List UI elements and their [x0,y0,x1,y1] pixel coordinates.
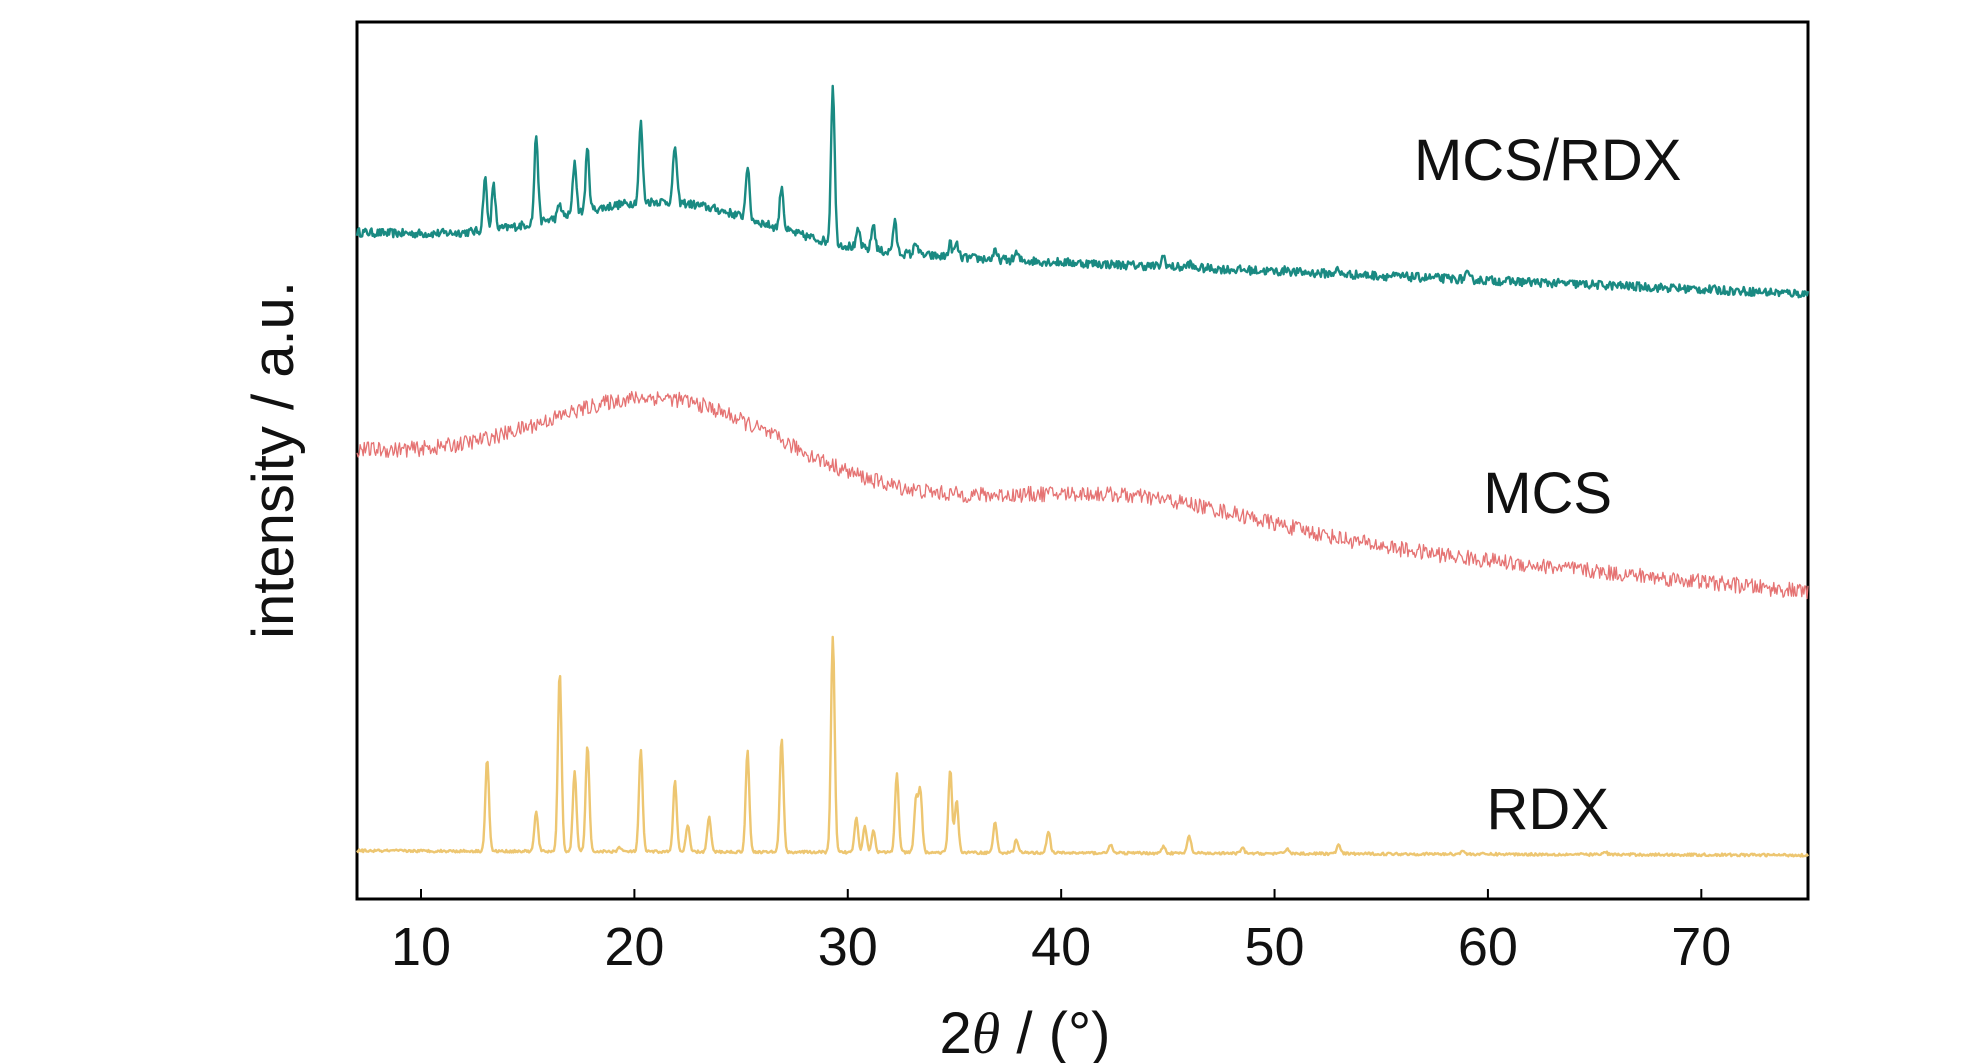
x-axis-title: 2θ / (°) [940,1001,1111,1063]
x-tick-label: 70 [1671,917,1731,977]
plot-frame [355,20,1810,901]
series-label-background [1478,458,1618,534]
series-layer [355,84,1810,858]
x-axis-title-prefix: 2 [940,1001,972,1063]
x-axis-ticks: 10 20 30 40 50 60 70 [391,889,1731,977]
series-label-background [1478,773,1618,849]
x-tick-label: 10 [391,917,451,977]
x-tick-label: 40 [1031,917,1091,977]
x-axis-title-suffix: / (°) [1000,1001,1110,1063]
series-labels: MCS/RDX MCS RDX [1412,124,1684,849]
series-line-mcs-rdx [355,84,1810,299]
series-label: RDX [1486,777,1608,842]
x-tick-label: 30 [818,917,878,977]
y-axis-title: intensity / a.u. [241,281,306,639]
series-line-mcs [356,390,1809,600]
series-line-rdx [356,635,1810,858]
x-tick-label: 50 [1245,917,1305,977]
x-tick-label: 20 [604,917,664,977]
x-tick-label: 60 [1458,917,1518,977]
series-label: MCS [1483,461,1612,526]
series-label: MCS/RDX [1414,128,1681,193]
theta-symbol: θ [972,1001,1001,1063]
series-label-background [1412,124,1684,200]
